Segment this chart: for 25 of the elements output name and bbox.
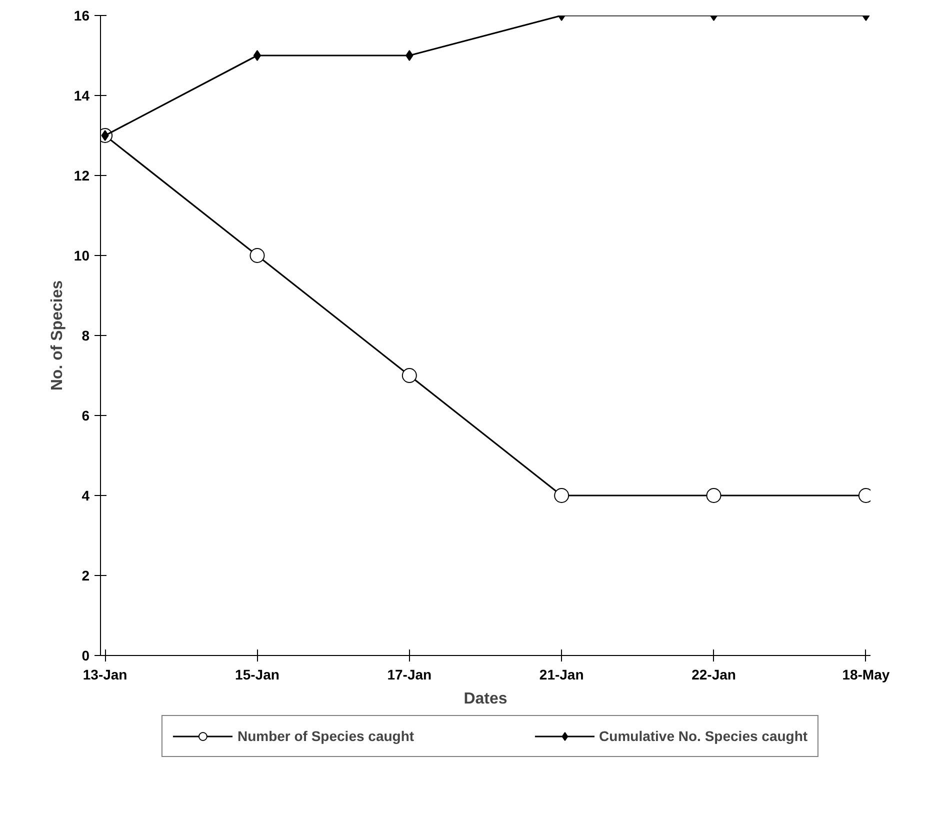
x-tick-label: 13-Jan — [82, 666, 128, 682]
y-tick-label: 16 — [74, 8, 90, 24]
x-tick-label: 21-Jan — [539, 666, 584, 682]
point — [706, 488, 722, 503]
point — [250, 248, 265, 263]
y-tick-label: 10 — [74, 248, 90, 264]
legend-label: Cumulative No. Species caught — [599, 728, 808, 744]
point — [402, 368, 417, 383]
y-tick-label: 4 — [82, 488, 90, 504]
y-tick-label: 6 — [82, 408, 90, 424]
point — [253, 50, 262, 61]
y-tick-label: 2 — [82, 568, 90, 584]
x-tick-label: 17-Jan — [387, 666, 432, 682]
y-tick-label: 14 — [74, 88, 90, 104]
x-axis-title: Dates — [464, 690, 508, 708]
point — [554, 488, 570, 503]
x-tick-label: 15-Jan — [235, 666, 280, 682]
x-tick-label: 18-May — [842, 666, 890, 682]
y-axis-title: No. of Species — [48, 280, 66, 391]
y-tick-label: 0 — [82, 648, 90, 664]
y-tick-label: 8 — [82, 328, 90, 344]
legend-label: Number of Species caught — [237, 728, 414, 744]
x-tick-label: 22-Jan — [692, 666, 736, 682]
point — [406, 50, 414, 61]
y-tick-label: 12 — [74, 168, 90, 184]
